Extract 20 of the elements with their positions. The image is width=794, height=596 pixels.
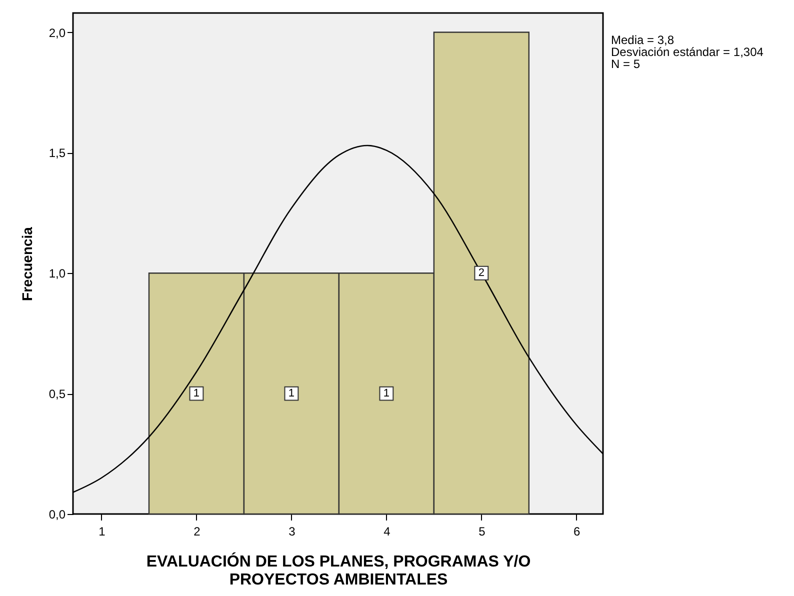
x-tick-label: 4	[384, 524, 391, 538]
y-tick-label: 2,0	[48, 26, 66, 40]
x-tick-label: 2	[194, 524, 201, 538]
x-tick-label: 1	[98, 524, 106, 538]
y-tick-label: 1,5	[48, 146, 66, 160]
text: Desviación estándar = 1,304	[611, 45, 764, 59]
y-tick-label: 0,5	[48, 387, 66, 402]
text: Media = 3,8	[611, 33, 676, 47]
text: N = 5	[611, 57, 642, 71]
x-axis-title: EVALUACIÓN DE LOS PLANES, PROGRAMAS Y/O PROYECTOS AMBIENTALES	[146, 552, 531, 588]
x-tick-label: 5	[478, 524, 486, 538]
y-axis-title: Frecuencia	[18, 226, 35, 301]
y-tick-label: 0,0	[48, 508, 66, 522]
data-label: 1	[193, 388, 200, 400]
y-tick-label: 1,0	[48, 266, 66, 281]
x-tick-label: 6	[574, 524, 581, 538]
data-label: 2	[478, 267, 484, 280]
data-label: 1	[288, 388, 295, 400]
x-tick-label: 3	[288, 524, 296, 538]
data-label: 1	[383, 388, 390, 400]
